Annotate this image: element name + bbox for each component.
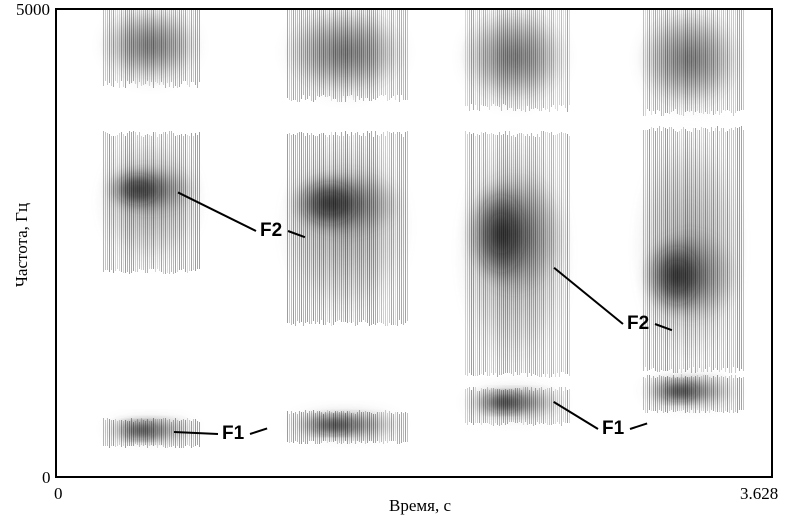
plot-area [55, 8, 773, 478]
x-axis-label: Время, с [360, 496, 480, 516]
annotation-F2-left: F2 [260, 220, 282, 242]
spectrogram-stripes [57, 10, 771, 476]
y-tick-min: 0 [42, 468, 51, 488]
y-tick-max: 5000 [16, 0, 50, 20]
x-tick-min: 0 [54, 484, 63, 504]
annotation-F1-left: F1 [222, 423, 244, 445]
annotation-F2-right: F2 [627, 313, 649, 335]
y-axis-label: Частота, Гц [12, 195, 32, 295]
x-tick-max: 3.628 [740, 484, 778, 504]
spectrogram-chart: Частота, Гц 5000 0 Время, с 0 3.628 F2 F1… [0, 0, 790, 526]
annotation-F1-right: F1 [602, 418, 624, 440]
